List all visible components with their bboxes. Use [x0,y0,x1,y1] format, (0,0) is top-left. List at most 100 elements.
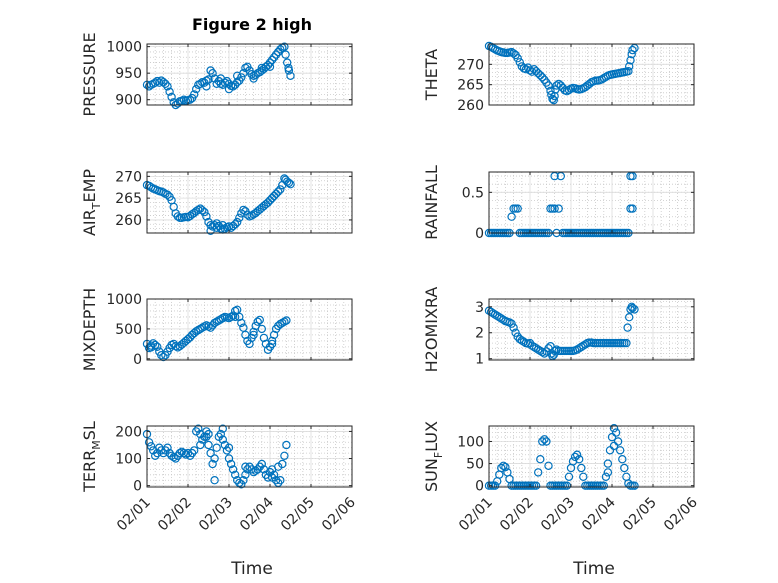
data-point [280,317,289,326]
data-point [540,435,549,444]
data-point [212,219,221,228]
y-axis-label: MIXDEPTH [80,288,99,371]
data-point [509,49,518,58]
subplot-rainfall: 0 0.5 RAINFALL [422,165,695,242]
x-axis-label-right: Time [572,559,615,579]
y-tick-label: 3 [475,300,484,316]
data-point [276,45,285,54]
data-point [232,71,242,81]
plot-area [489,299,694,360]
data-point [552,345,561,354]
data-point [534,468,543,477]
data-point [267,339,277,349]
data-point [628,45,637,55]
data-point [218,435,227,444]
data-point [626,56,635,65]
y-tick-label: 1000 [106,40,142,56]
data-point [237,480,246,489]
data-point [575,344,584,353]
data-point [230,312,240,322]
data-point [187,448,197,458]
subplot-h2omixra: 1 2 3 H2OMIXRA [422,287,695,373]
data-point [249,330,258,340]
data-point [538,348,547,357]
data-point [276,476,285,485]
x-tick-label: 02/05 [620,495,660,535]
y-axis-label-main: H2OMIXRA [422,287,441,373]
data-point [544,81,553,90]
data-point [622,338,631,348]
data-point [241,470,250,479]
y-tick-label: 200 [115,424,142,440]
data-point [150,340,160,350]
x-tick-label: 02/04 [579,494,619,534]
y-axis-label-main: AIR [80,209,99,236]
subplot-theta: 260 265 270 THETA [422,41,695,114]
data-point [218,424,227,433]
data-point [276,319,285,329]
y-tick-label: 900 [115,93,142,109]
data-point [286,179,295,189]
y-tick-label: 2 [475,326,484,342]
data-point [577,463,586,473]
data-point [281,50,290,59]
data-point [499,461,508,470]
y-tick-label: 50 [466,457,484,473]
x-tick-label: 02/05 [278,495,318,535]
data-point [200,322,209,331]
data-point [159,188,168,197]
data-point [232,77,242,87]
data-point [283,58,292,67]
data-point [599,481,609,490]
axes-box [146,425,353,488]
data-point [173,212,182,221]
y-axis-label: SUNFLUX [422,421,445,492]
data-point [550,346,559,356]
data-point [222,446,232,455]
data-point [611,428,621,437]
y-tick-label: 0 [475,479,484,495]
data-point [204,440,213,450]
data-point [212,443,221,452]
y-axis-label-main: TERR [80,450,99,493]
data-point [216,429,225,439]
y-tick-label: 270 [115,169,142,185]
subplot-pressure: 900 950 1000 PRESSURE [80,32,353,117]
data-point [280,42,289,51]
data-point [208,68,217,78]
data-point [224,79,234,89]
axes-box [488,425,695,488]
data-point [218,220,227,230]
axes-box [146,171,353,234]
data-point [603,468,613,477]
data-point [230,220,240,229]
y-axis-label-subscript: T [90,202,103,210]
y-axis-label: H2OMIXRA [422,287,441,373]
data-point [507,319,516,328]
data-point [191,84,201,94]
data-point [515,58,525,67]
data-point [224,84,234,94]
data-point [144,438,154,447]
data-point [257,459,266,469]
y-tick-label: 0 [475,226,484,242]
data-point [196,440,205,450]
data-point [153,76,162,86]
data-point [599,73,609,83]
data-point [515,335,525,344]
data-point [226,312,236,322]
data-point [625,313,634,322]
data-point [202,82,211,91]
y-tick-label: 265 [115,191,142,207]
data-point [620,463,629,473]
data-point [249,74,258,83]
data-point [241,462,250,471]
data-point [144,82,154,91]
data-point [575,455,584,464]
data-point [572,450,582,459]
data-point [493,311,502,321]
data-point [501,462,510,472]
data-point [550,204,559,213]
data-point [490,310,500,319]
x-tick-label: 02/02 [497,495,537,535]
